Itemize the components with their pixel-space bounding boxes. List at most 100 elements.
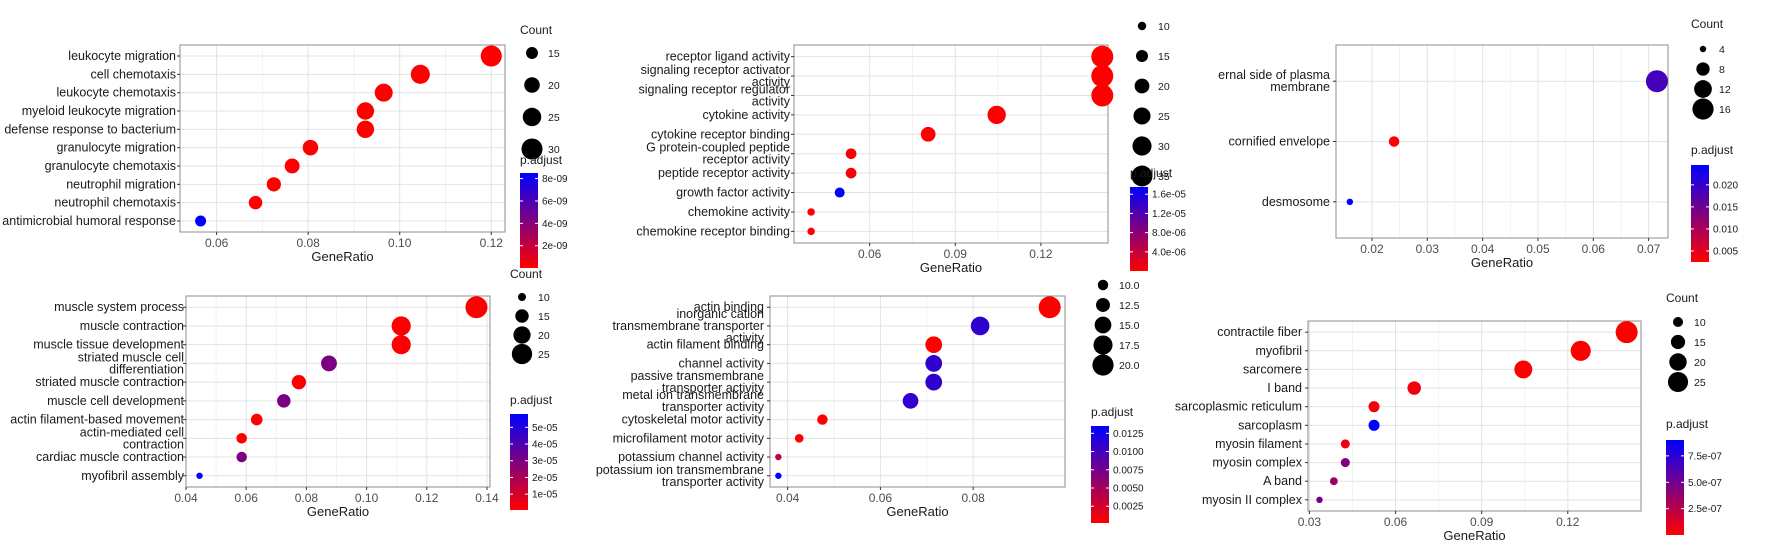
size-legend-key: [526, 47, 538, 59]
y-tick-label: myosin filament: [1215, 437, 1302, 451]
size-legend-label: 15: [538, 311, 550, 323]
size-legend-key: [1699, 45, 1707, 53]
data-point: [775, 472, 782, 479]
color-legend-label: 0.020: [1713, 180, 1738, 191]
data-point: [807, 227, 815, 236]
size-legend-label: 20: [548, 80, 560, 92]
size-legend-label: 30: [548, 144, 560, 156]
size-legend-label: 20: [1158, 81, 1170, 93]
x-axis-title: GeneRatio: [311, 249, 373, 264]
x-tick-label: 0.06: [1384, 515, 1408, 529]
size-legend-label: 4: [1719, 44, 1725, 56]
color-bar: [1130, 187, 1148, 271]
size-legend-key: [1670, 334, 1686, 350]
color-legend-label: 0.010: [1713, 224, 1738, 235]
size-legend-key: [1097, 279, 1109, 291]
size-legend-key: [1133, 107, 1151, 125]
color-bar: [520, 173, 538, 268]
data-point: [1340, 439, 1350, 449]
x-tick-label: 0.06: [1582, 242, 1606, 256]
y-tick-label: granulocyte migration: [56, 141, 176, 155]
y-tick-label: microfilament motor activity: [613, 431, 765, 445]
color-legend-label: 5e-05: [532, 423, 558, 434]
size-legend-key: [1672, 316, 1684, 328]
dotplot-panel-4: muscle system process muscle contraction m…: [10, 267, 558, 519]
data-point: [480, 45, 502, 67]
y-tick-label: potassium channel activity: [618, 450, 765, 464]
data-point: [1368, 419, 1380, 431]
data-point: [1570, 340, 1591, 361]
size-legend-label: 10.0: [1119, 280, 1140, 292]
y-tick-label: signaling receptor regulator activity: [639, 82, 791, 108]
color-bar: [1091, 426, 1109, 523]
data-point: [920, 126, 936, 142]
size-legend-label: 25: [538, 349, 550, 361]
x-tick-label: 0.03: [1416, 242, 1440, 256]
x-tick-label: 0.06: [869, 491, 893, 505]
y-tick-label: chemokine receptor binding: [636, 224, 790, 238]
x-tick-label: 0.06: [205, 236, 229, 250]
data-point: [1346, 198, 1354, 206]
x-tick-label: 0.12: [1029, 247, 1053, 261]
data-point: [970, 316, 990, 336]
data-point: [291, 374, 307, 390]
plot-border: [185, 295, 491, 488]
size-legend-key: [1135, 49, 1149, 63]
size-legend-label: 10: [1158, 21, 1170, 33]
dotplot-panel-1: leukocyte migration cell chemotaxis leukoc…: [2, 23, 568, 268]
data-point: [1388, 136, 1400, 147]
x-axis-title: GeneRatio: [886, 504, 948, 519]
size-legend-label: 15: [1694, 337, 1706, 349]
color-legend-label: 0.0100: [1113, 447, 1144, 458]
data-point: [834, 187, 845, 198]
y-tick-label: potassium ion transmembrane transporter a…: [596, 463, 765, 489]
data-point: [391, 316, 411, 336]
plot-border: [793, 44, 1109, 244]
y-tick-label: receptor ligand activity: [666, 50, 791, 64]
y-tick-label: actin filament-based movement: [10, 413, 184, 427]
size-legend-key: [513, 326, 531, 344]
size-legend-label: 35: [1158, 171, 1170, 183]
data-point: [987, 105, 1006, 125]
x-tick-label: 0.08: [296, 236, 320, 250]
x-tick-label: 0.09: [944, 247, 968, 261]
data-point: [794, 433, 804, 443]
x-tick-label: 0.09: [1470, 515, 1494, 529]
y-tick-label: I band: [1267, 381, 1302, 395]
size-legend-label: 12.5: [1119, 300, 1140, 312]
y-tick-label: chemokine activity: [688, 205, 791, 219]
x-axis-title: GeneRatio: [1443, 528, 1505, 543]
y-tick-label: sarcoplasmic reticulum: [1175, 400, 1302, 414]
color-legend-title: p.adjust: [1691, 143, 1734, 157]
size-legend-key: [511, 343, 533, 365]
size-legend-label: 10: [538, 292, 550, 304]
x-tick-label: 0.10: [388, 236, 412, 250]
data-point: [845, 167, 857, 179]
x-tick-label: 0.03: [1298, 515, 1322, 529]
size-legend-label: 30: [1158, 141, 1170, 153]
data-point: [374, 83, 393, 102]
data-point: [321, 355, 337, 372]
y-tick-label: muscle cell development: [47, 394, 184, 408]
color-legend-label: 1.2e-05: [1152, 209, 1186, 220]
y-tick-label: leukocyte migration: [68, 49, 176, 63]
color-legend-title: p.adjust: [1130, 166, 1173, 180]
color-legend-label: 0.0025: [1113, 502, 1144, 513]
y-tick-label: passive transmembrane transporter activit…: [631, 369, 765, 395]
x-tick-label: 0.04: [174, 491, 198, 505]
size-legend-label: 25: [1158, 111, 1170, 123]
data-point: [1615, 321, 1638, 344]
plot-border: [179, 44, 506, 233]
color-legend-label: 4.0e-06: [1152, 247, 1186, 258]
color-legend-label: 2.5e-07: [1688, 504, 1722, 515]
x-axis-title: GeneRatio: [307, 504, 369, 519]
size-legend-label: 20: [1694, 357, 1706, 369]
x-tick-label: 0.04: [776, 491, 800, 505]
color-legend-label: 4e-09: [542, 219, 568, 230]
size-legend-key: [1131, 165, 1153, 187]
x-axis-title: GeneRatio: [1471, 255, 1533, 270]
data-point: [356, 102, 375, 120]
data-point: [410, 64, 430, 84]
data-point: [195, 215, 207, 227]
